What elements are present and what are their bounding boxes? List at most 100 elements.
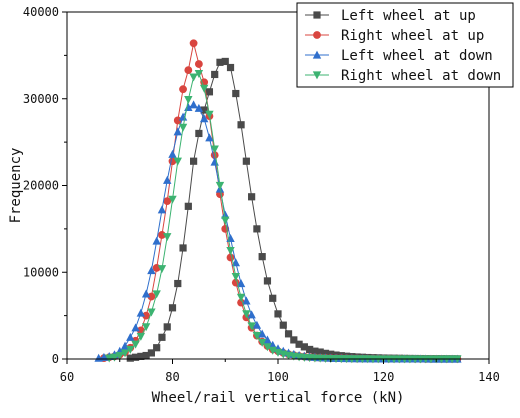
data-point	[284, 330, 293, 338]
data-point	[137, 352, 145, 360]
series-3	[94, 100, 462, 363]
data-point	[189, 39, 198, 48]
axes: 60 80 100 120 140 0 10000 20000 30000 40000 Wheel/…	[8, 5, 500, 406]
data-point	[168, 149, 177, 158]
y-tick-label: 40000	[23, 5, 59, 19]
data-point	[131, 323, 140, 332]
data-point	[268, 340, 277, 349]
data-point	[157, 205, 167, 214]
series-1	[126, 57, 461, 363]
legend-label: Left wheel at down	[341, 48, 493, 64]
data-point	[115, 351, 124, 360]
legend-label: Right wheel at up	[341, 28, 484, 44]
data-point	[158, 231, 166, 239]
plot-area	[94, 39, 462, 364]
data-point	[147, 266, 156, 275]
data-point	[321, 349, 330, 357]
x-tick-label: 100	[267, 370, 289, 384]
data-point	[311, 347, 319, 355]
legend-label: Right wheel at down	[341, 68, 501, 84]
legend-box	[296, 2, 514, 88]
y-tick-label: 30000	[23, 92, 59, 106]
data-point	[258, 253, 266, 261]
x-tick-label: 140	[478, 370, 500, 384]
data-point	[179, 244, 187, 252]
series-line-1	[130, 60, 458, 360]
legend-item-4: Right wheel at down	[305, 68, 501, 84]
data-point	[168, 195, 177, 204]
legend-marker	[312, 50, 322, 59]
series-4	[105, 69, 462, 364]
data-point	[184, 66, 193, 75]
data-point	[226, 246, 235, 255]
data-point	[215, 181, 225, 190]
data-point	[200, 106, 208, 114]
legend: Left wheel at up Right wheel at up Left wh…	[296, 2, 514, 88]
data-point	[221, 210, 230, 219]
data-point	[205, 110, 214, 119]
data-point	[216, 58, 224, 66]
legend-marker	[312, 71, 322, 80]
data-point	[163, 323, 171, 331]
y-axis-title: Frequency	[8, 148, 24, 224]
data-point	[131, 340, 140, 349]
legend-item-1: Left wheel at up	[305, 8, 476, 24]
y-tick-label: 10000	[23, 265, 59, 279]
data-point	[263, 335, 272, 344]
data-point	[257, 329, 267, 338]
data-point	[263, 343, 272, 352]
x-tick-label: 80	[165, 370, 179, 384]
data-point	[190, 157, 198, 165]
data-point	[195, 129, 203, 138]
data-point	[231, 272, 240, 281]
data-point	[205, 133, 214, 142]
data-point	[232, 89, 240, 98]
data-point	[252, 331, 262, 340]
data-point	[147, 308, 156, 317]
data-point	[157, 265, 167, 274]
data-point	[194, 60, 203, 68]
data-point	[163, 233, 172, 242]
data-point	[269, 294, 277, 302]
data-point	[179, 85, 187, 94]
data-point	[110, 353, 119, 362]
data-point	[290, 336, 298, 344]
data-point	[221, 57, 229, 66]
legend-label: Left wheel at up	[341, 8, 476, 24]
data-point	[274, 310, 282, 318]
legend-item-2: Right wheel at up	[305, 28, 484, 44]
data-point	[184, 96, 193, 105]
data-point	[136, 308, 146, 317]
data-point	[142, 311, 151, 320]
data-point	[253, 225, 261, 233]
x-axis-title: Wheel/rail vertical force (kN)	[152, 390, 405, 406]
data-point	[257, 338, 267, 347]
data-point	[247, 310, 256, 319]
y-tick-label: 20000	[23, 179, 59, 193]
data-point	[168, 304, 177, 312]
data-point	[136, 332, 146, 341]
data-point	[189, 100, 198, 109]
data-point	[268, 346, 277, 355]
data-point	[295, 340, 303, 348]
data-point	[141, 323, 151, 332]
data-point	[300, 343, 308, 351]
legend-marker	[313, 11, 321, 19]
data-point	[221, 216, 230, 225]
data-point	[316, 348, 324, 356]
data-point	[173, 157, 182, 166]
series-line-4	[109, 72, 458, 360]
data-point	[184, 202, 192, 210]
y-tick-label: 0	[52, 352, 59, 366]
data-point	[163, 197, 172, 206]
data-point	[174, 279, 182, 288]
data-point	[152, 290, 161, 299]
legend-item-3: Left wheel at down	[305, 48, 493, 64]
data-point	[248, 193, 256, 201]
data-point	[247, 322, 256, 331]
data-point	[226, 63, 235, 72]
data-point	[199, 84, 209, 93]
data-point	[163, 175, 172, 184]
